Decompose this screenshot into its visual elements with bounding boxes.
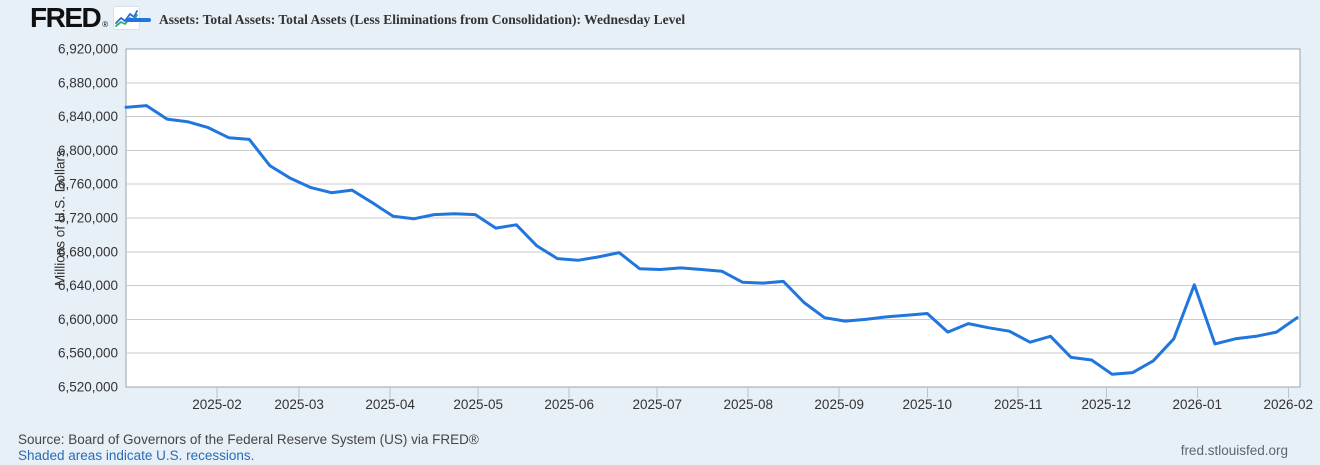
y-axis-tick-label: 6,760,000: [58, 177, 118, 192]
y-axis-tick-label: 6,600,000: [58, 312, 118, 327]
legend-line-swatch: [125, 18, 151, 22]
x-axis-tick-label: 2025-10: [902, 397, 952, 412]
fred-logo[interactable]: FRED ®: [30, 2, 141, 33]
x-axis-tick-label: 2025-02: [192, 397, 242, 412]
source-attribution: Source: Board of Governors of the Federa…: [18, 432, 479, 447]
x-axis-tick-label: 2025-06: [544, 397, 594, 412]
x-axis-tick-label: 2025-09: [814, 397, 864, 412]
fred-site-link[interactable]: fred.stlouisfed.org: [1180, 443, 1288, 458]
y-axis-tick-label: 6,680,000: [58, 244, 118, 259]
x-axis-tick-label: 2025-11: [994, 397, 1043, 412]
x-axis-tick-label: 2025-07: [632, 397, 682, 412]
legend: Assets: Total Assets: Total Assets (Less…: [125, 12, 685, 28]
legend-series-label: Assets: Total Assets: Total Assets (Less…: [159, 12, 686, 27]
y-axis-tick-label: 6,720,000: [58, 211, 118, 226]
y-axis-tick-label: 6,840,000: [58, 109, 118, 124]
recessions-note-link[interactable]: Shaded areas indicate U.S. recessions.: [18, 448, 255, 463]
x-axis-tick-label: 2025-08: [723, 397, 773, 412]
y-axis-tick-label: 6,520,000: [58, 380, 118, 395]
series-line[interactable]: [124, 104, 1299, 376]
y-axis-tick-label: 6,920,000: [58, 42, 118, 57]
fred-logo-text: FRED: [30, 2, 102, 33]
x-axis-tick-label: 2025-12: [1082, 397, 1132, 412]
y-axis-tick-label: 6,800,000: [58, 143, 118, 158]
x-axis-tick-label: 2026-01: [1173, 397, 1223, 412]
registered-mark: ®: [102, 20, 109, 29]
y-axis-tick-label: 6,640,000: [58, 278, 118, 293]
x-axis-tick-label: 2025-05: [453, 397, 503, 412]
y-axis-tick-label: 6,560,000: [58, 346, 118, 361]
x-axis-tick-label: 2025-04: [365, 397, 415, 412]
x-axis-tick-label: 2026-02: [1263, 397, 1313, 412]
y-axis-tick-label: 6,880,000: [58, 75, 118, 90]
y-axis-title: Millions of U.S. Dollars: [52, 150, 68, 286]
x-axis-tick-label: 2025-03: [274, 397, 324, 412]
